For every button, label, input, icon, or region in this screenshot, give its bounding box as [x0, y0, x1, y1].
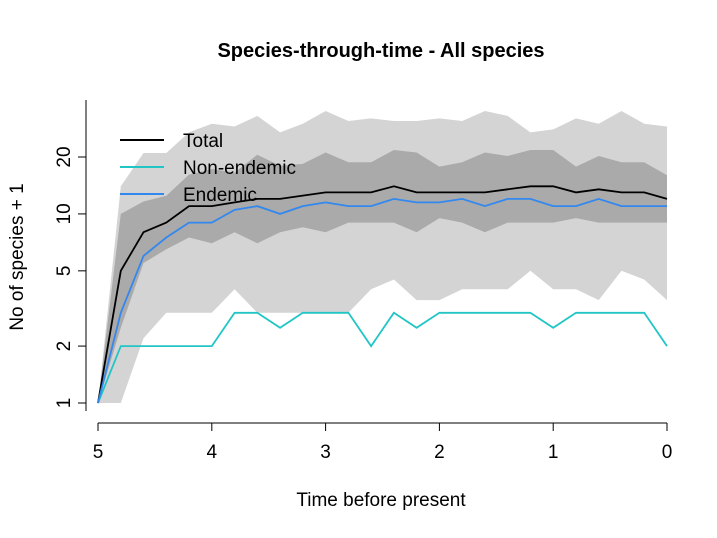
- series-line-total: [97, 185, 668, 404]
- series-line-non-endemic: [97, 311, 668, 404]
- y-tick-label: 20: [54, 146, 75, 167]
- series-lines: [97, 185, 668, 404]
- x-tick-label: 4: [207, 442, 218, 463]
- chart-title: Species-through-time - All species: [217, 40, 544, 62]
- x-tick-label: 1: [548, 442, 559, 463]
- y-axis-label: No of species + 1: [7, 183, 28, 330]
- y-tick-label: 1: [54, 398, 75, 409]
- band-outer: [98, 111, 667, 403]
- band-inner: [98, 150, 667, 403]
- x-axis-label: Time before present: [296, 490, 466, 511]
- y-tick-label: 10: [54, 203, 75, 224]
- confidence-bands: [98, 111, 667, 403]
- x-tick-label: 0: [662, 442, 673, 463]
- legend: Total Non-endemic Endemic: [120, 131, 296, 206]
- x-tick-label: 2: [434, 442, 445, 463]
- legend-label-total: Total: [183, 131, 223, 152]
- y-ticks: 1 2 5 10 20: [54, 146, 86, 408]
- x-ticks: 5 4 3 2 1 0: [93, 423, 673, 463]
- x-tick-label: 3: [320, 442, 331, 463]
- legend-label-non-endemic: Non-endemic: [183, 158, 296, 179]
- y-tick-label: 5: [54, 266, 75, 277]
- y-tick-label: 2: [54, 341, 75, 352]
- x-tick-label: 5: [93, 442, 104, 463]
- legend-label-endemic: Endemic: [183, 185, 257, 206]
- series-line-endemic: [97, 197, 667, 404]
